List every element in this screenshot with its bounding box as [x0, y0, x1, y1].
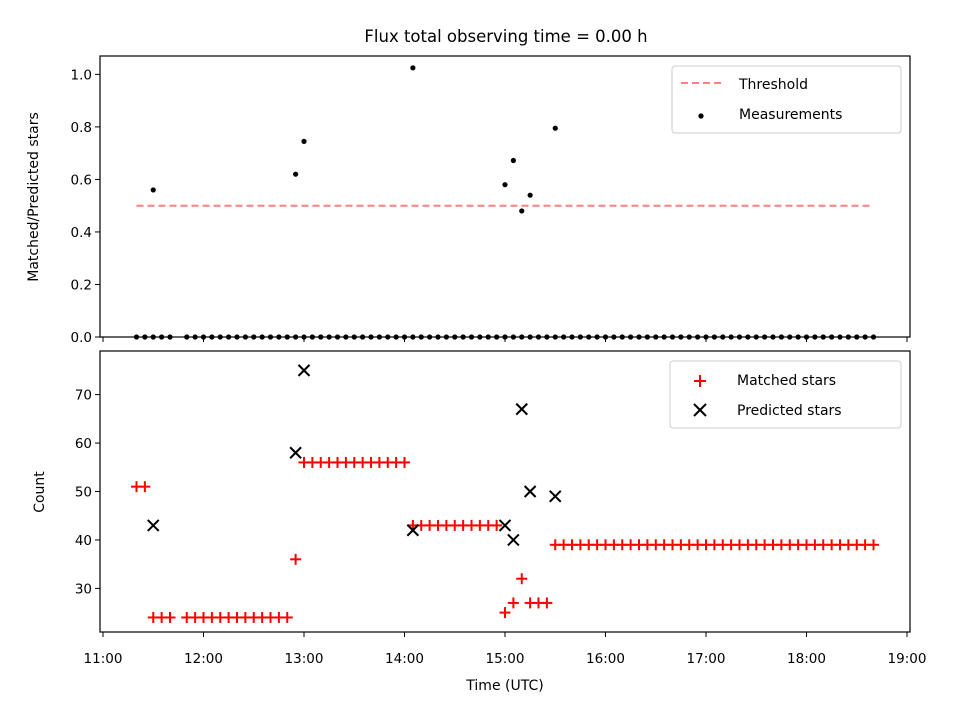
top-panel: 0.0 0.2 0.4 0.6 0.8 1.0 Matched/Predicted sta…	[26, 55, 911, 346]
x-tick-label: 18:00	[787, 651, 826, 667]
measurement-point	[293, 171, 299, 177]
predicted-star-point	[523, 485, 537, 498]
matched-star-point	[507, 597, 519, 609]
measurement-point	[519, 208, 525, 214]
measurement-point	[502, 182, 508, 188]
predicted-star-point	[406, 524, 420, 537]
measurement-point	[552, 125, 558, 131]
x-tick-label: 15:00	[486, 651, 525, 667]
x-tick-label: 19:00	[888, 651, 927, 667]
predicted-star-point	[297, 364, 311, 377]
top-y-tick-label: 0.4	[71, 225, 92, 241]
x-tick-label: 16:00	[586, 651, 625, 667]
predicted-star-point	[549, 490, 562, 503]
legend-threshold-label: Threshold	[738, 77, 808, 93]
bottom-y-tick-label: 40	[75, 533, 92, 549]
chart-title: Flux total observing time = 0.00 h	[364, 27, 647, 46]
x-tick-label: 11:00	[84, 651, 123, 667]
matched-star-point	[399, 456, 410, 468]
bottom-legend: Matched stars Predicted stars	[669, 360, 902, 429]
legend-predicted-swatch	[693, 403, 707, 417]
legend-predicted-label: Predicted stars	[737, 403, 842, 419]
predicted-star-point	[515, 402, 528, 416]
measurement-point	[410, 65, 416, 71]
measurement-point	[510, 157, 516, 164]
matched-star-point	[290, 553, 302, 565]
top-y-tick-label: 0.2	[71, 277, 92, 293]
bottom-legend-box	[669, 360, 902, 429]
top-legend-box	[671, 65, 902, 134]
x-tick-label: 13:00	[285, 651, 324, 667]
predicted-star-point	[507, 533, 520, 547]
top-y-tick-label: 0.0	[71, 330, 92, 346]
legend-measurements-swatch	[698, 113, 704, 119]
x-tick-label: 12:00	[184, 651, 223, 667]
bottom-y-axis-label: Count	[32, 471, 48, 513]
x-tick-label: 17:00	[687, 651, 726, 667]
matched-star-point	[491, 519, 503, 531]
predicted-star-point	[289, 446, 302, 459]
top-y-tick-label: 1.0	[71, 67, 92, 83]
bottom-y-tick-label: 70	[75, 388, 92, 404]
bottom-y-tick-label: 30	[75, 581, 92, 597]
top-y-axis-label: Matched/Predicted stars	[26, 112, 42, 282]
matched-star-point	[516, 573, 528, 585]
predicted-star-point	[498, 519, 512, 532]
top-legend: Threshold Measurements	[671, 65, 902, 134]
x-tick-label: 14:00	[385, 651, 424, 667]
bottom-y-tick-label: 50	[75, 485, 92, 501]
predicted-star-point	[147, 519, 160, 532]
legend-matched-swatch	[694, 375, 706, 387]
legend-matched-label: Matched stars	[737, 373, 836, 389]
top-y-tick-label: 0.6	[71, 172, 92, 188]
matched-star-point	[164, 611, 176, 623]
legend-measurements-label: Measurements	[739, 107, 842, 123]
matched-star-point	[139, 481, 151, 493]
matched-star-point	[499, 607, 511, 619]
measurement-point	[301, 138, 307, 144]
measurement-point	[150, 187, 156, 193]
x-axis-label: Time (UTC)	[465, 678, 543, 694]
bottom-panel: 30 40 50 60 70 11:00 12:00 13:00 14:00 15:00 16:0…	[32, 350, 927, 694]
top-y-tick-label: 0.8	[71, 120, 92, 136]
matched-star-point	[868, 539, 879, 551]
matched-star-point	[281, 611, 293, 623]
bottom-y-tick-label: 60	[75, 436, 92, 452]
matched-star-point	[541, 597, 553, 609]
measurement-point	[527, 192, 533, 198]
